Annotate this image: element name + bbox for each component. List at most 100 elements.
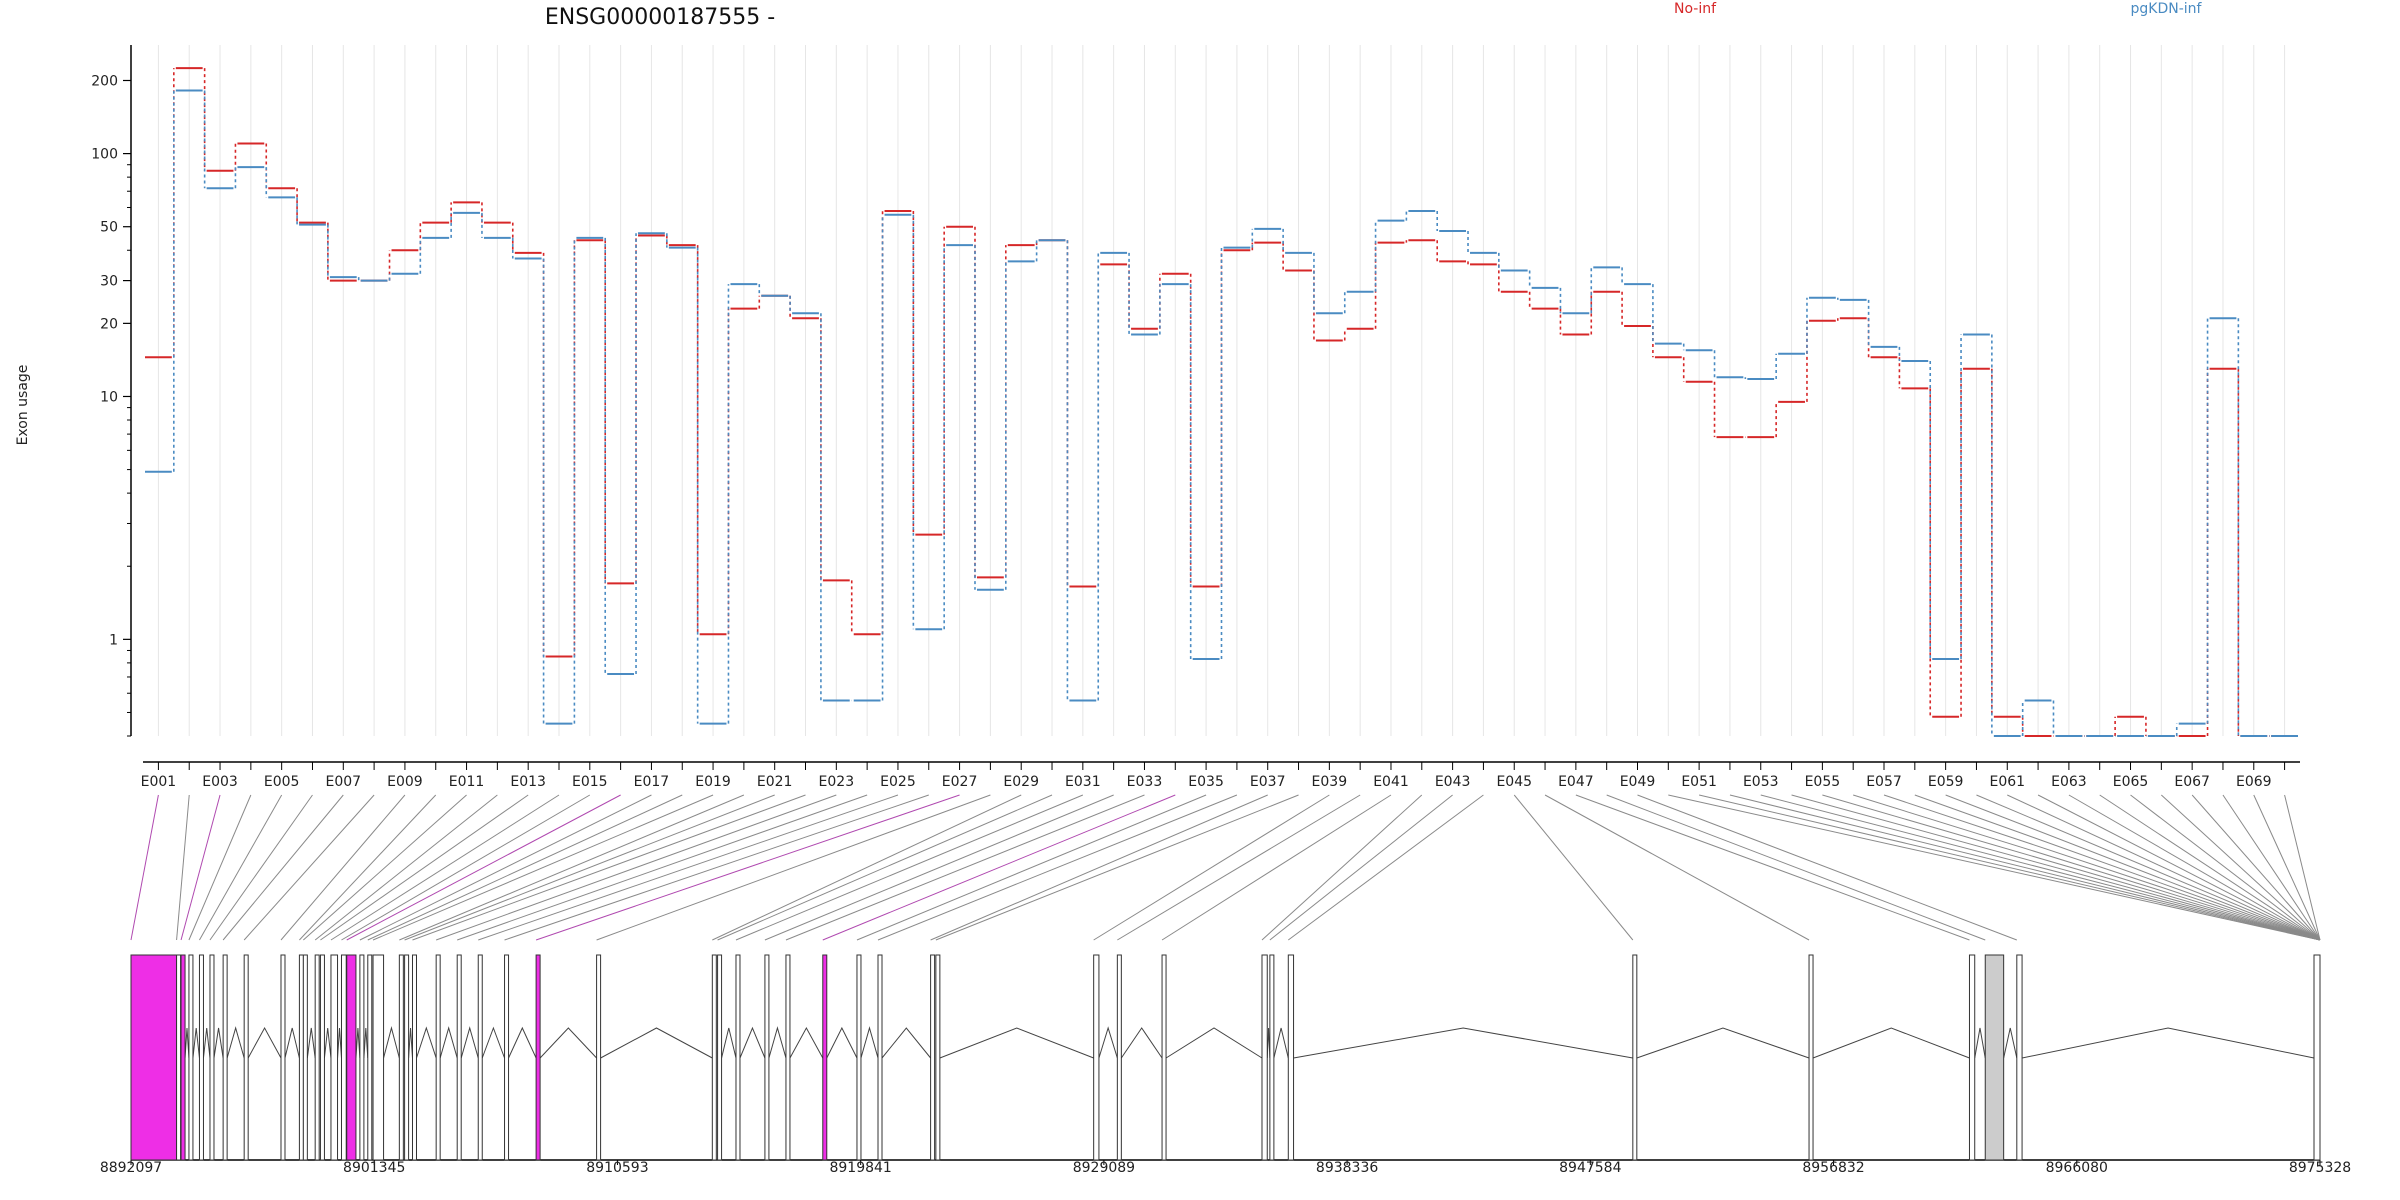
connector-e041 (1161, 794, 1392, 941)
connector-e049 (1637, 794, 2017, 941)
intron (739, 1026, 766, 1059)
connector-e058 (1914, 794, 2321, 941)
intron (192, 1027, 200, 1059)
x-tick-label-e055: E055 (1805, 774, 1841, 790)
gene-exon-4 (188, 954, 194, 1161)
x-tick-label-e027: E027 (942, 774, 978, 790)
intron (721, 1027, 737, 1059)
intron (1974, 1027, 1986, 1059)
x-tick-label-e063: E063 (2051, 774, 2087, 790)
y-tick-label-200: 200 (91, 73, 118, 89)
connector-e013 (320, 794, 529, 941)
intron (2021, 1027, 2315, 1059)
x-tick-label-e015: E015 (572, 774, 608, 790)
gene-exon-33 (785, 954, 791, 1161)
x-tick-label-e041: E041 (1373, 774, 1409, 790)
gene-exon-20 (398, 954, 404, 1161)
gene-exon-9 (280, 954, 286, 1161)
y-tick-label-20: 20 (100, 316, 118, 332)
gene-exon-23 (435, 954, 441, 1161)
x-tick-label-e031: E031 (1065, 774, 1101, 790)
intron (826, 1026, 858, 1059)
gene-exon-30 (717, 954, 723, 1161)
x-tick-label-e035: E035 (1188, 774, 1224, 790)
connector-e036 (877, 794, 1238, 941)
connector-e030 (717, 794, 1053, 941)
connector-e053 (1760, 794, 2321, 941)
x-tick-label-e033: E033 (1127, 774, 1163, 790)
intron (439, 1026, 458, 1059)
connector-e014 (330, 794, 560, 941)
gene-exon-14 (330, 954, 339, 1161)
connector-e064 (2099, 794, 2321, 941)
connector-e016 (346, 794, 621, 941)
connector-e007 (222, 794, 344, 941)
intron (202, 1027, 211, 1059)
gene-exon-42 (1261, 954, 1268, 1161)
x-tick-label-e051: E051 (1681, 774, 1717, 790)
x-tick-label-e013: E013 (510, 774, 546, 790)
genomic-axis-ticks: 8892097 8901345 8910593 8919841 8929089 89383… (100, 1160, 2351, 1176)
intron (383, 1026, 400, 1059)
x-tick-label-e049: E049 (1620, 774, 1656, 790)
connector-e017 (359, 794, 652, 941)
connector-e003 (180, 794, 221, 941)
x-tick-label-e001: E001 (141, 774, 177, 790)
x-tick-label-e019: E019 (695, 774, 731, 790)
gene-exon-47 (1968, 954, 1976, 1161)
intron (768, 1026, 787, 1059)
intron (481, 1026, 506, 1059)
connector-e051 (1699, 794, 2321, 941)
x-tick-label-e029: E029 (1003, 774, 1039, 790)
x-tick-label-e037: E037 (1250, 774, 1286, 790)
intron (355, 1027, 361, 1059)
gene-exon-27 (535, 954, 541, 1161)
connector-e056 (1853, 794, 2321, 941)
gene-exon-12 (314, 954, 320, 1161)
x-tick-label-e009: E009 (387, 774, 423, 790)
connector-e037 (930, 794, 1268, 941)
connector-e061 (2007, 794, 2321, 941)
gene-exon-34 (822, 954, 828, 1161)
connector-e024 (457, 794, 868, 941)
connector-e012 (314, 794, 498, 941)
connector-e006 (209, 794, 313, 941)
gene-exon-32 (764, 954, 770, 1161)
connector-e009 (280, 794, 406, 941)
gene-exon-21 (404, 954, 410, 1161)
intron (363, 1027, 369, 1059)
gene-exon-16 (346, 954, 357, 1161)
connector-e020 (399, 794, 745, 941)
x-tick-label-e025: E025 (880, 774, 916, 790)
grid-lines (157, 45, 2286, 736)
connector-e015 (341, 794, 591, 941)
connector-e050 (1668, 794, 2321, 941)
gene-model (130, 954, 2321, 1161)
intron (1812, 1027, 1970, 1059)
connector-e039 (1093, 794, 1330, 941)
genomic-tick-label-8919841: 8919841 (829, 1160, 891, 1176)
x-tick-label-e045: E045 (1496, 774, 1532, 790)
gene-exon-6 (209, 954, 215, 1161)
connector-e052 (1729, 794, 2321, 941)
connector-e043 (1269, 794, 1453, 941)
connector-e067 (2191, 794, 2321, 941)
genomic-tick-label-8938336: 8938336 (1316, 1160, 1378, 1176)
x-tick-label-e003: E003 (202, 774, 238, 790)
series-layer (145, 67, 2298, 737)
x-tick-label-e007: E007 (326, 774, 362, 790)
connector-e028 (596, 794, 991, 941)
x-tick-label-e059: E059 (1928, 774, 1964, 790)
connector-e034 (822, 794, 1176, 941)
intron (860, 1026, 879, 1059)
intron (939, 1027, 1094, 1059)
gene-exon-44 (1287, 954, 1295, 1161)
intron (508, 1026, 537, 1059)
intron (226, 1026, 245, 1059)
y-tick-label-100: 100 (91, 147, 118, 163)
gene-exon-17 (359, 954, 365, 1161)
connector-e054 (1791, 794, 2321, 941)
intron (408, 1027, 413, 1059)
connector-e059 (1945, 794, 2321, 941)
